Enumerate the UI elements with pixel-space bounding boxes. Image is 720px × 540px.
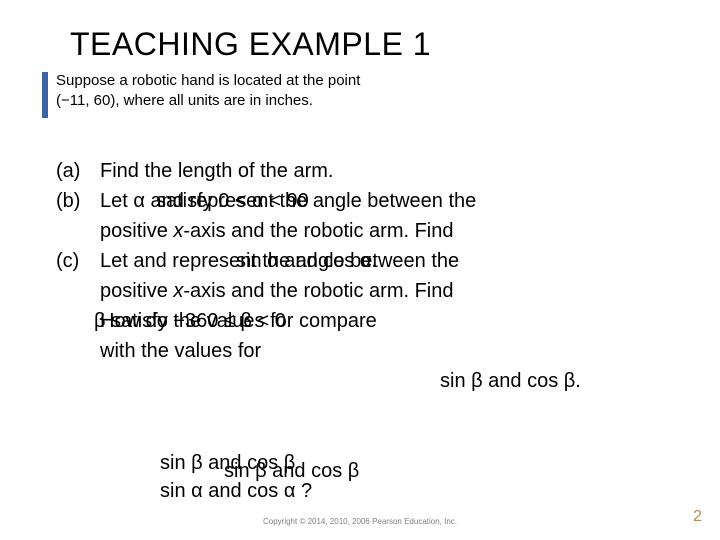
math-line: sin β and cos β: [160, 452, 295, 475]
list-item: positive x-axis and the robotic arm. Fin…: [56, 216, 672, 246]
item-text: with the values for sin β and cos β: [100, 336, 672, 366]
item-text: Find the length of the arm.: [100, 156, 672, 186]
item-text: Let and represent the angle between the …: [100, 246, 672, 276]
item-label: [56, 336, 100, 366]
body: (a) Find the length of the arm. (b) Let …: [56, 156, 672, 366]
page-number: 2: [693, 508, 702, 526]
item-text: Let α and represent the angle between th…: [100, 186, 672, 216]
overlay-text: sin β and cos β.: [440, 366, 581, 396]
list-item: positive x-axis and the robotic arm. Fin…: [56, 276, 672, 306]
slide: TEACHING EXAMPLE 1 Suppose a robotic han…: [0, 0, 720, 540]
item-label: (c): [56, 246, 100, 276]
intro-line-2: (−11, 60), where all units are in inches…: [56, 91, 486, 111]
slide-title: TEACHING EXAMPLE 1: [70, 26, 672, 63]
item-text: positive x-axis and the robotic arm. Fin…: [100, 276, 672, 306]
list-item: (a) Find the length of the arm.: [56, 156, 672, 186]
item-text-inner: Let and represent the angle between the: [100, 250, 459, 272]
overlay-text: satisfy 0 < α < 90: [156, 186, 309, 216]
list-item: with the values for sin β and cos β: [56, 336, 672, 366]
intro-text: Suppose a robotic hand is located at the…: [56, 71, 486, 112]
accent-bar: [42, 72, 48, 118]
intro-line-1: Suppose a robotic hand is located at the…: [56, 71, 486, 91]
item-label: [56, 276, 100, 306]
math-line: sin α and cos α ?: [160, 480, 312, 503]
item-text-inner: with the values for: [100, 340, 261, 362]
list-item: (c) Let and represent the angle between …: [56, 246, 672, 276]
copyright-footer: Copyright © 2014, 2010, 2006 Pearson Edu…: [0, 517, 720, 526]
item-text: How do the values for compare: [100, 306, 672, 336]
item-label: (b): [56, 186, 100, 216]
item-text-inner: positive x-axis and the robotic arm. Fin…: [100, 280, 454, 302]
list-item: (b) Let α and represent the angle betwee…: [56, 186, 672, 216]
item-text: positive x-axis and the robotic arm. Fin…: [100, 216, 672, 246]
item-label: (a): [56, 156, 100, 186]
item-label: [56, 216, 100, 246]
item-text-inner: How do the values for compare: [100, 310, 377, 332]
item-text-inner: positive x-axis and the robotic arm. Fin…: [100, 220, 454, 242]
list-item: How do the values for compare: [56, 306, 672, 336]
